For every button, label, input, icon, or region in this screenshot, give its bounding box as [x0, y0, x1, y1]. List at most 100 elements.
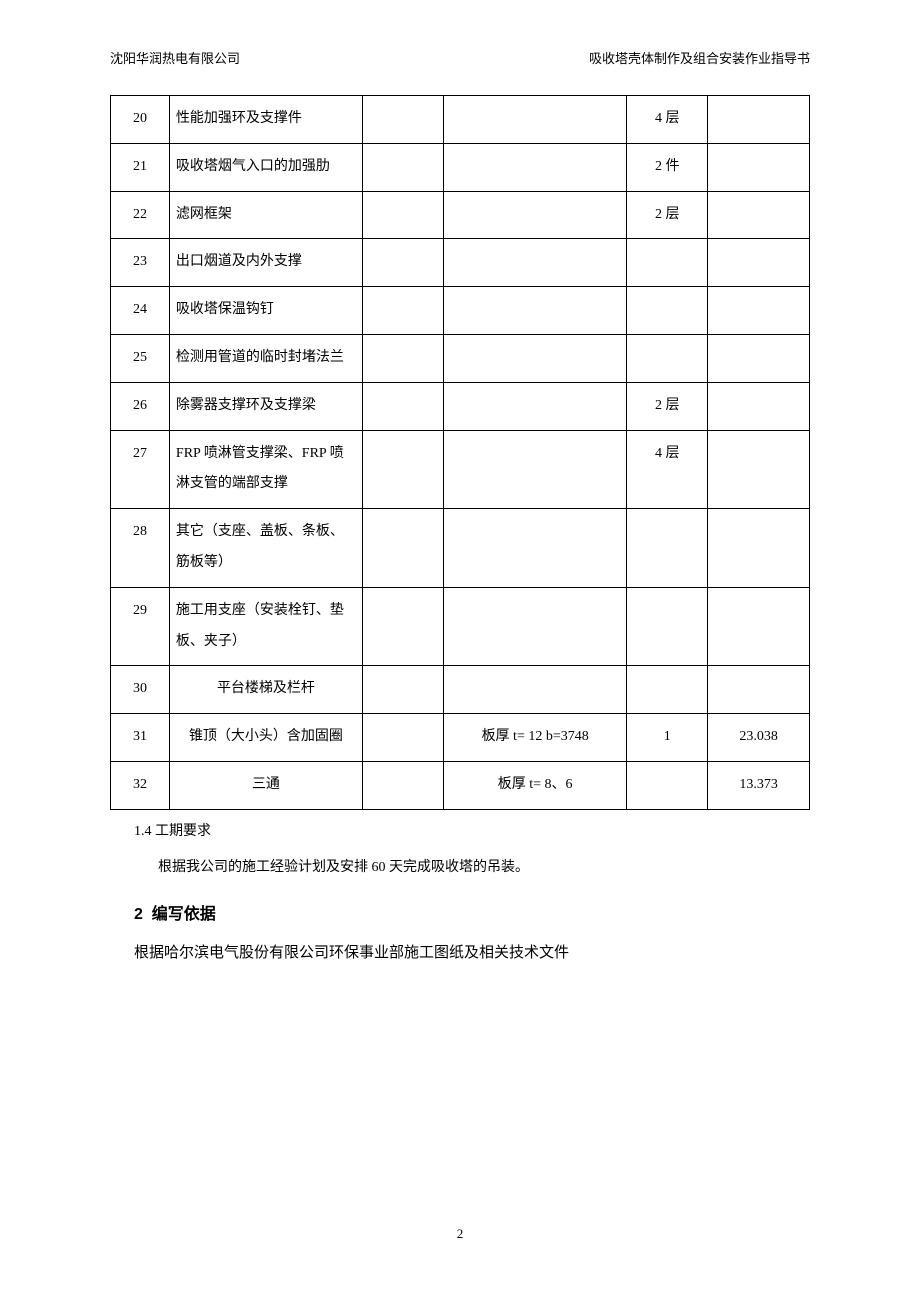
cell-quantity [627, 509, 708, 588]
table-row: 21吸收塔烟气入口的加强肋 2 件 [111, 143, 810, 191]
cell-number: 22 [111, 191, 170, 239]
cell-spec [444, 143, 627, 191]
cell-component-name: 检测用管道的临时封堵法兰 [169, 334, 362, 382]
cell-number: 28 [111, 509, 170, 588]
cell-component-name: 除雾器支撑环及支撑梁 [169, 382, 362, 430]
cell-number: 21 [111, 143, 170, 191]
cell-blank [362, 430, 443, 509]
cell-spec [444, 239, 627, 287]
cell-component-name: 性能加强环及支撑件 [169, 96, 362, 144]
cell-spec [444, 334, 627, 382]
cell-blank [362, 714, 443, 762]
document-page: 沈阳华润热电有限公司 吸收塔壳体制作及组合安装作业指导书 20性能加强环及支撑件… [0, 0, 920, 968]
cell-weight [708, 509, 810, 588]
cell-component-name: 三通 [169, 761, 362, 809]
cell-quantity [627, 587, 708, 666]
cell-weight: 13.373 [708, 761, 810, 809]
table-row: 26除雾器支撑环及支撑梁 2 层 [111, 382, 810, 430]
cell-quantity [627, 666, 708, 714]
cell-number: 29 [111, 587, 170, 666]
cell-number: 32 [111, 761, 170, 809]
cell-blank [362, 666, 443, 714]
cell-blank [362, 96, 443, 144]
cell-quantity [627, 761, 708, 809]
components-table: 20性能加强环及支撑件4 层21吸收塔烟气入口的加强肋2 件22滤网框架2 层2… [110, 95, 810, 810]
section-2-title: 编写依据 [152, 906, 216, 923]
page-number: 2 [0, 1226, 920, 1242]
cell-number: 30 [111, 666, 170, 714]
table-row: 28其它（支座、盖板、条板、筋板等） [111, 509, 810, 588]
cell-weight [708, 143, 810, 191]
cell-weight [708, 587, 810, 666]
cell-spec [444, 509, 627, 588]
cell-component-name: 出口烟道及内外支撑 [169, 239, 362, 287]
cell-number: 20 [111, 96, 170, 144]
cell-spec [444, 191, 627, 239]
cell-blank [362, 287, 443, 335]
cell-blank [362, 191, 443, 239]
cell-weight [708, 287, 810, 335]
cell-blank [362, 334, 443, 382]
section-2-number: 2 [134, 906, 143, 923]
cell-weight [708, 382, 810, 430]
cell-quantity: 2 层 [627, 191, 708, 239]
cell-quantity [627, 239, 708, 287]
section-2-heading: 2 编写依据 [110, 900, 810, 924]
cell-number: 24 [111, 287, 170, 335]
cell-component-name: 其它（支座、盖板、条板、筋板等） [169, 509, 362, 588]
table-row: 27FRP 喷淋管支撑梁、FRP 喷淋支管的端部支撑 4 层 [111, 430, 810, 509]
cell-spec [444, 287, 627, 335]
cell-weight [708, 96, 810, 144]
cell-blank [362, 143, 443, 191]
cell-spec [444, 666, 627, 714]
section-1-4-label: 1.4 工期要求 [110, 818, 810, 846]
cell-number: 27 [111, 430, 170, 509]
cell-blank [362, 509, 443, 588]
cell-quantity: 1 [627, 714, 708, 762]
header-company: 沈阳华润热电有限公司 [110, 48, 240, 67]
table-row: 23出口烟道及内外支撑 [111, 239, 810, 287]
cell-blank [362, 239, 443, 287]
table-row: 29施工用支座（安装栓钉、垫板、夹子） [111, 587, 810, 666]
page-header: 沈阳华润热电有限公司 吸收塔壳体制作及组合安装作业指导书 [110, 48, 810, 67]
cell-component-name: 吸收塔保温钩钉 [169, 287, 362, 335]
cell-spec [444, 96, 627, 144]
table-row: 32三通 板厚 t= 8、6 13.373 [111, 761, 810, 809]
table-row: 22滤网框架 2 层 [111, 191, 810, 239]
table-row: 25检测用管道的临时封堵法兰 [111, 334, 810, 382]
cell-number: 26 [111, 382, 170, 430]
cell-weight [708, 239, 810, 287]
table-row: 30平台楼梯及栏杆 [111, 666, 810, 714]
cell-number: 31 [111, 714, 170, 762]
cell-spec [444, 587, 627, 666]
cell-weight [708, 666, 810, 714]
cell-weight [708, 191, 810, 239]
cell-weight: 23.038 [708, 714, 810, 762]
cell-weight [708, 334, 810, 382]
cell-component-name: 吸收塔烟气入口的加强肋 [169, 143, 362, 191]
cell-quantity: 2 层 [627, 382, 708, 430]
cell-quantity: 4 层 [627, 96, 708, 144]
cell-component-name: 施工用支座（安装栓钉、垫板、夹子） [169, 587, 362, 666]
cell-quantity: 4 层 [627, 430, 708, 509]
cell-spec [444, 430, 627, 509]
cell-blank [362, 761, 443, 809]
cell-blank [362, 382, 443, 430]
table-row: 24吸收塔保温钩钉 [111, 287, 810, 335]
cell-component-name: 锥顶（大小头）含加固圈 [169, 714, 362, 762]
header-doc-title: 吸收塔壳体制作及组合安装作业指导书 [589, 48, 810, 67]
cell-component-name: FRP 喷淋管支撑梁、FRP 喷淋支管的端部支撑 [169, 430, 362, 509]
cell-spec [444, 382, 627, 430]
cell-quantity [627, 334, 708, 382]
cell-component-name: 滤网框架 [169, 191, 362, 239]
cell-blank [362, 587, 443, 666]
cell-spec: 板厚 t= 8、6 [444, 761, 627, 809]
cell-number: 25 [111, 334, 170, 382]
table-row: 31锥顶（大小头）含加固圈板厚 t= 12 b=3748123.038 [111, 714, 810, 762]
section-1-4-body: 根据我公司的施工经验计划及安排 60 天完成吸收塔的吊装。 [110, 854, 810, 882]
table-row: 20性能加强环及支撑件 4 层 [111, 96, 810, 144]
cell-weight [708, 430, 810, 509]
cell-number: 23 [111, 239, 170, 287]
section-2-body: 根据哈尔滨电气股份有限公司环保事业部施工图纸及相关技术文件 [110, 938, 810, 968]
cell-quantity: 2 件 [627, 143, 708, 191]
